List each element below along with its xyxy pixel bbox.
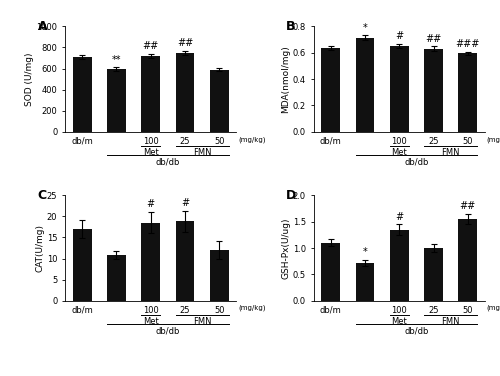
Bar [176,221,195,301]
Text: FMN: FMN [193,148,212,157]
Text: #: # [395,212,404,221]
Bar [424,248,443,301]
Text: B: B [286,20,296,33]
Bar [142,223,160,301]
Y-axis label: MDA(nmol/mg): MDA(nmol/mg) [281,45,290,113]
Text: *: * [362,23,368,32]
Text: Met: Met [143,148,158,157]
Text: ##: ## [177,38,193,48]
Y-axis label: GSH-Px(U/ug): GSH-Px(U/ug) [281,217,290,279]
Text: **: ** [112,55,121,65]
Y-axis label: CAT(U/mg): CAT(U/mg) [35,224,44,272]
Text: FMN: FMN [442,317,460,326]
Bar [424,49,443,132]
Bar [356,263,374,301]
Bar [210,70,229,132]
Text: Met: Met [392,317,407,326]
Bar [356,38,374,132]
Text: #: # [395,32,404,41]
Bar [73,57,92,132]
Text: D: D [286,189,296,202]
Text: db/db: db/db [404,326,428,335]
Text: db/db: db/db [156,326,180,335]
Bar [210,250,229,301]
Text: (mg/kg): (mg/kg) [486,136,500,143]
Text: db/db: db/db [404,157,428,166]
Y-axis label: SOD (U/mg): SOD (U/mg) [24,52,34,106]
Bar [390,229,408,301]
Bar [458,53,477,132]
Text: Met: Met [392,148,407,157]
Text: FMN: FMN [442,148,460,157]
Text: #: # [146,200,155,209]
Bar [73,229,92,301]
Text: db/db: db/db [156,157,180,166]
Text: C: C [38,189,46,202]
Text: (mg/kg): (mg/kg) [238,305,266,311]
Bar [322,48,340,132]
Text: (mg/kg): (mg/kg) [238,136,266,143]
Text: ##: ## [426,34,442,44]
Text: (mg/kg): (mg/kg) [486,305,500,311]
Text: A: A [38,20,47,33]
Text: ##: ## [460,201,476,211]
Bar [107,255,126,301]
Bar [458,219,477,301]
Text: ###: ### [456,39,480,49]
Text: *: * [362,247,368,257]
Bar [176,53,195,132]
Bar [390,46,408,132]
Bar [142,56,160,132]
Text: FMN: FMN [193,317,212,326]
Text: ##: ## [142,41,159,51]
Text: Met: Met [143,317,158,326]
Text: #: # [181,198,189,208]
Bar [107,69,126,132]
Bar [322,243,340,301]
